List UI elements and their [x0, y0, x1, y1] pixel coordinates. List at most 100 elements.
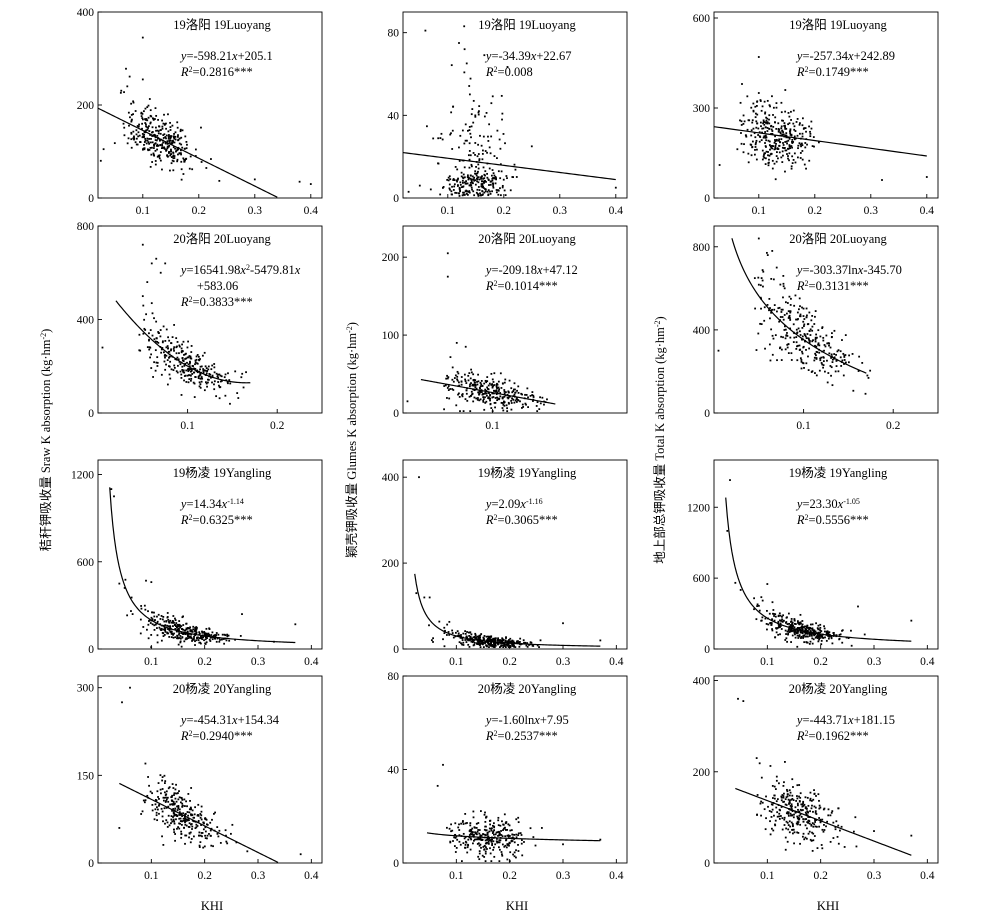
data-point — [790, 621, 792, 623]
data-point — [208, 633, 210, 636]
data-point — [180, 347, 183, 350]
data-point — [783, 124, 786, 127]
data-point — [169, 630, 172, 633]
data-point — [489, 644, 492, 647]
data-point — [461, 393, 464, 395]
data-point — [470, 180, 473, 183]
x-tick-label: 0.2 — [502, 656, 517, 668]
data-point — [225, 834, 227, 837]
data-point — [814, 352, 817, 355]
data-point — [782, 144, 785, 146]
data-point — [847, 361, 850, 364]
x-tick-label: 0.4 — [920, 656, 935, 668]
data-point — [474, 632, 477, 635]
data-point — [446, 252, 449, 255]
data-point — [789, 624, 792, 627]
data-point — [465, 382, 468, 384]
data-point — [180, 632, 183, 634]
plot-frame — [713, 225, 939, 414]
data-point — [508, 844, 510, 847]
data-point — [181, 632, 184, 635]
data-point — [457, 177, 459, 180]
data-point — [754, 146, 757, 148]
data-point — [766, 628, 768, 631]
data-point — [743, 143, 745, 146]
data-point — [213, 812, 215, 815]
data-point — [173, 155, 176, 157]
data-point — [130, 132, 133, 135]
data-point — [447, 376, 450, 379]
data-point — [820, 362, 823, 364]
data-point — [161, 835, 163, 838]
data-point — [802, 820, 805, 823]
data-point — [505, 838, 508, 841]
data-point — [142, 147, 145, 150]
data-point — [199, 386, 202, 389]
data-point — [190, 633, 193, 636]
data-point — [486, 386, 489, 389]
data-point — [458, 186, 461, 189]
data-point — [745, 135, 748, 138]
data-point — [194, 640, 196, 643]
data-point — [788, 789, 791, 792]
x-axis-label: KHI — [201, 899, 223, 913]
data-point — [739, 589, 742, 591]
data-point — [407, 190, 410, 193]
data-point — [808, 159, 811, 162]
data-point — [798, 818, 801, 821]
data-point — [787, 828, 790, 831]
data-point — [481, 642, 484, 645]
data-point — [170, 822, 172, 825]
data-point — [516, 640, 518, 643]
data-point — [783, 287, 786, 290]
data-point — [162, 799, 165, 802]
data-point — [472, 379, 475, 381]
data-point — [459, 134, 462, 137]
data-point — [469, 184, 472, 186]
data-point — [452, 389, 455, 391]
data-point — [752, 109, 755, 112]
data-point — [476, 155, 479, 158]
data-point — [780, 348, 783, 351]
data-point — [523, 841, 525, 843]
data-point — [198, 381, 201, 384]
data-point — [142, 626, 145, 628]
data-point — [775, 775, 778, 778]
data-point — [777, 623, 780, 626]
data-point — [204, 830, 207, 833]
x-tick-label: 0.4 — [304, 656, 319, 668]
data-point — [830, 637, 833, 640]
data-point — [751, 119, 754, 122]
y-tick-label: 0 — [393, 644, 399, 656]
data-point — [133, 138, 135, 141]
data-point — [482, 400, 485, 403]
y-tick-label: 1200 — [687, 502, 710, 514]
data-point — [172, 152, 175, 154]
data-point — [838, 638, 841, 641]
data-point — [484, 839, 487, 842]
data-point — [771, 628, 773, 630]
data-point — [472, 178, 475, 181]
data-point — [174, 619, 177, 622]
data-point — [815, 333, 818, 336]
data-point — [775, 155, 778, 157]
data-point — [126, 614, 129, 617]
data-point — [487, 384, 490, 387]
data-point — [491, 827, 493, 830]
data-point — [177, 153, 179, 156]
data-point — [185, 147, 188, 150]
data-point — [150, 302, 153, 305]
data-point — [179, 130, 182, 133]
data-point — [161, 340, 164, 343]
data-point — [171, 620, 174, 622]
data-point — [468, 836, 471, 839]
data-point — [759, 322, 762, 325]
data-point — [760, 776, 763, 779]
data-point — [190, 368, 193, 371]
data-point — [228, 379, 231, 381]
data-point — [166, 140, 169, 143]
data-point — [189, 155, 192, 158]
data-point — [469, 822, 472, 825]
data-point — [838, 634, 841, 636]
data-point — [204, 834, 207, 837]
